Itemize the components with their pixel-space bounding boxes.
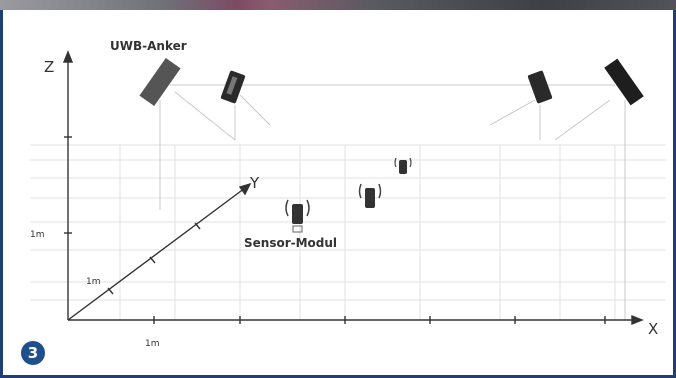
- y-axis-label: Y: [249, 174, 260, 192]
- z-axis-label: Z: [44, 58, 54, 76]
- y-tick-label: 1m: [86, 277, 101, 287]
- x-tick-label: 1m: [145, 339, 160, 349]
- sensor-module-2: [358, 183, 382, 208]
- header-band: [0, 0, 676, 10]
- x-axis-label: X: [648, 320, 658, 338]
- axis-ticks: [64, 136, 606, 324]
- sensor-module-1: [285, 199, 310, 233]
- uwb-anchor-2: [220, 70, 246, 104]
- uwb-anchor-4: [604, 58, 644, 106]
- z-axis-arrow: [62, 50, 74, 63]
- anchor-sight-lines: [159, 84, 626, 320]
- x-axis-arrow: [631, 314, 644, 326]
- anchor-label: UWB-Anker: [110, 39, 187, 53]
- perspective-grid: [30, 144, 666, 320]
- uwb-anchor-1: [139, 57, 181, 107]
- y-axis-arrow: [238, 182, 252, 196]
- sensor-label: Sensor-Modul: [244, 236, 337, 250]
- figure-number-badge: 3: [21, 341, 45, 365]
- sensor-module-3: [394, 157, 412, 174]
- coordinate-axes: [62, 50, 644, 326]
- z-tick-label: 1m: [30, 230, 45, 240]
- uwb-anchor-3: [527, 70, 553, 104]
